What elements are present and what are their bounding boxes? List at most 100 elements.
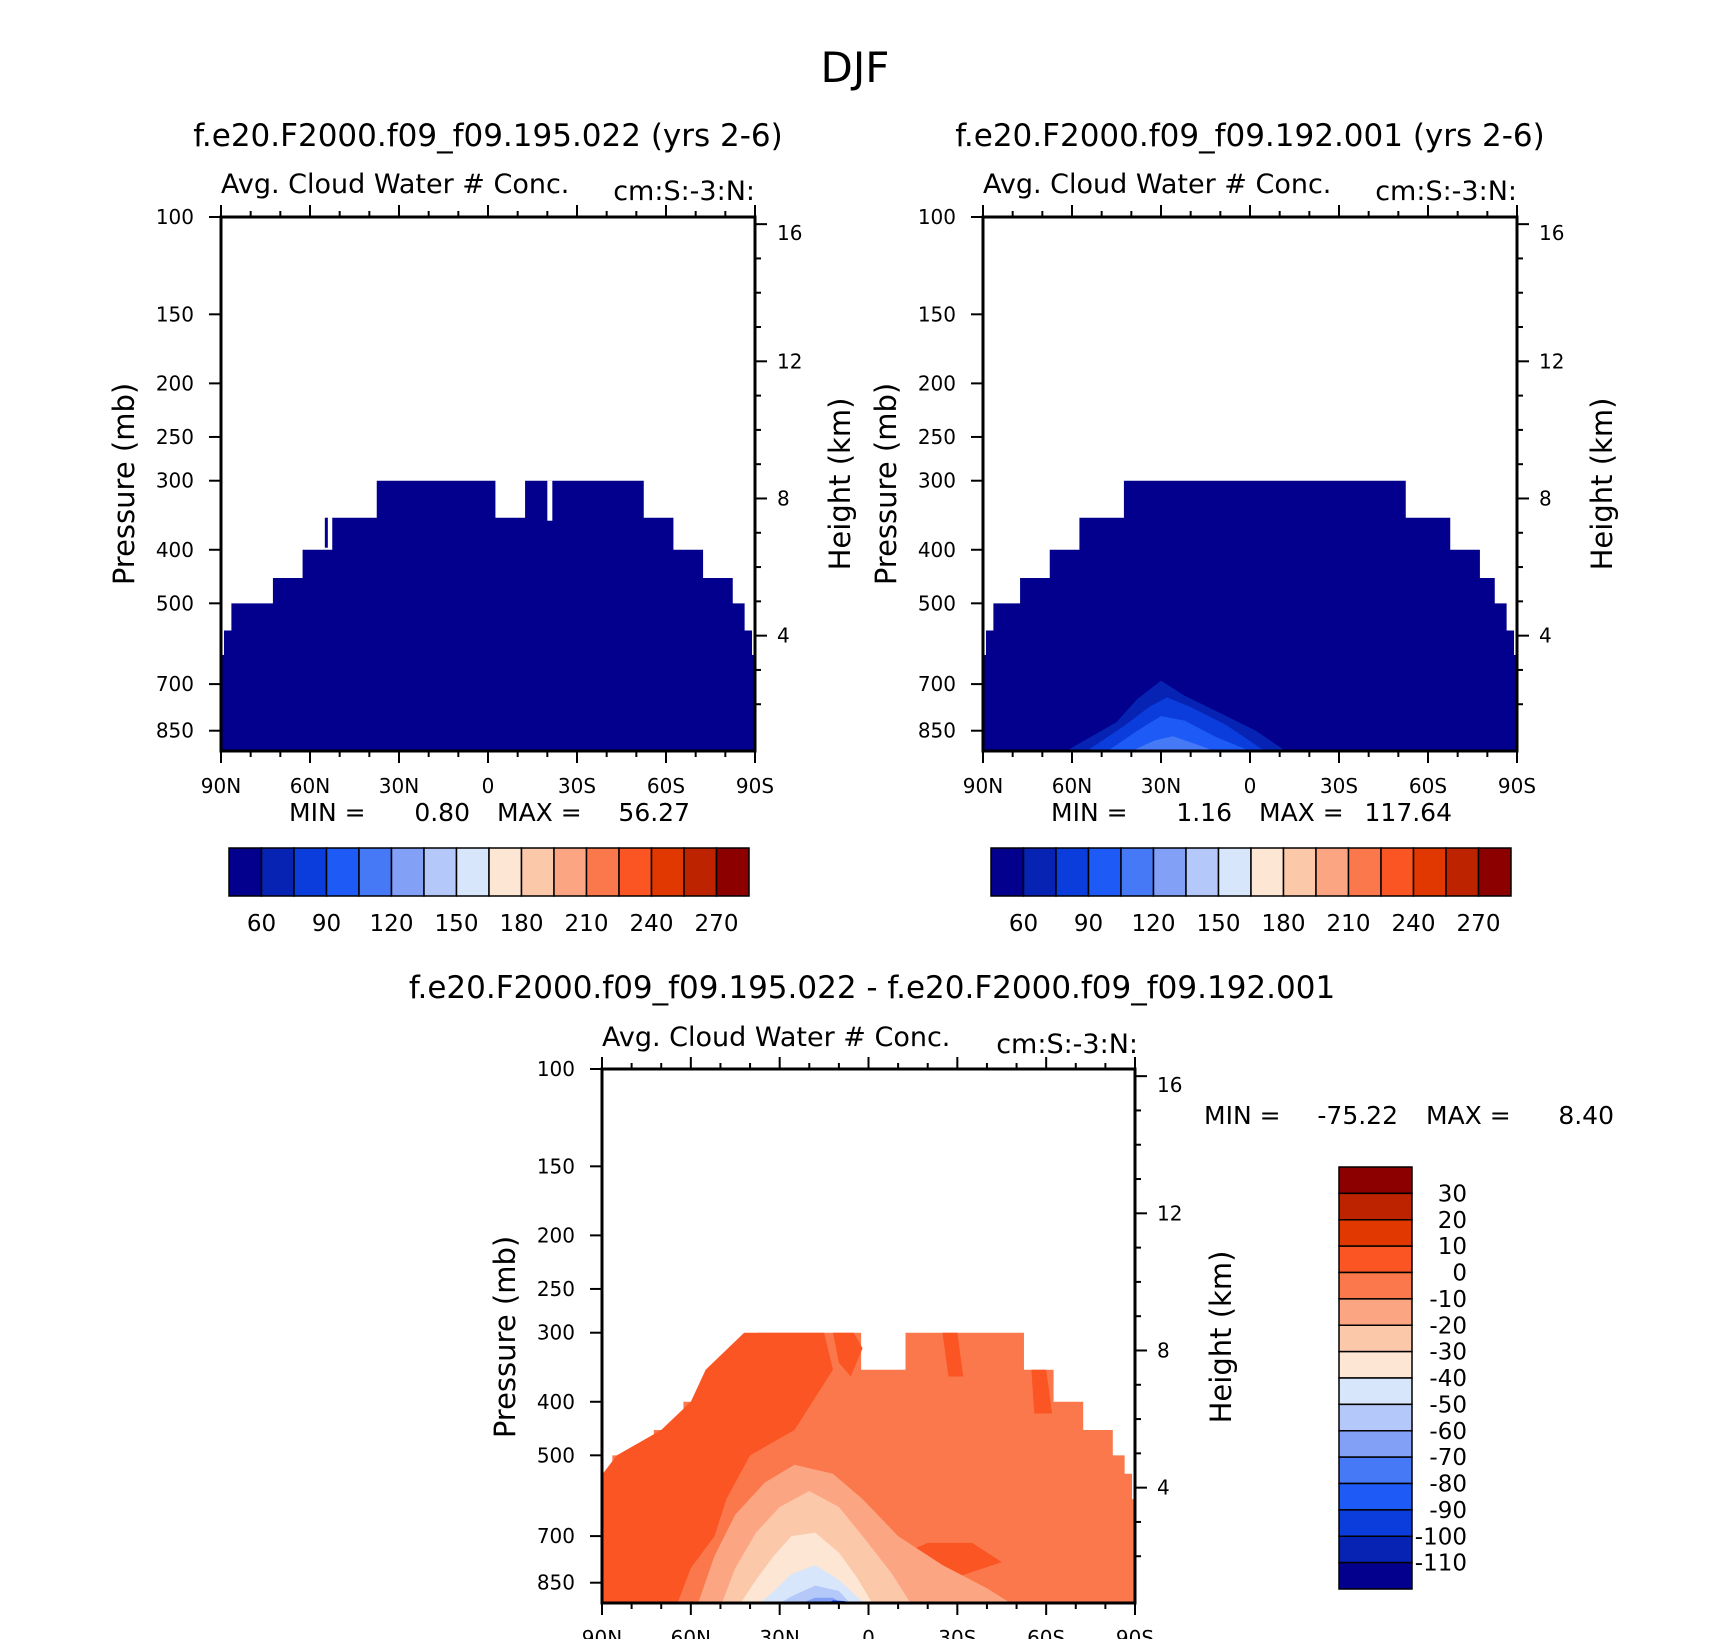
colorbar-box [1120, 847, 1155, 897]
panel-3-axes: 90N 60N 30N 0 30S 60S 90S 100 150 200 250 300 400 500… [537, 1057, 1182, 1639]
contour-band-streak-2 [942, 1332, 964, 1377]
colorbar-label: 270 [1457, 911, 1501, 937]
x-tick-label: 60N [671, 1626, 711, 1639]
y2-tick-label: 8 [1539, 486, 1552, 510]
y-tick-label: 850 [156, 719, 194, 743]
colorbar-box [1338, 1430, 1413, 1458]
y-tick-label: 400 [537, 1390, 575, 1414]
panel-1-case-title: f.e20.F2000.f09_f09.195.022 (yrs 2-6) [193, 118, 783, 154]
colorbar-box [455, 847, 490, 897]
contour-band-nh [602, 1332, 833, 1603]
x-tick-label: 0 [862, 1626, 875, 1639]
colorbar-label: -100 [1415, 1524, 1467, 1550]
x-tick-label: 60N [290, 774, 330, 798]
panel-1-max-label: MAX = [497, 798, 582, 827]
colorbar-label: -10 [1429, 1287, 1467, 1313]
x-tick-label: 30N [759, 1626, 799, 1639]
y-tick-label: 700 [156, 672, 194, 696]
x-tick-label: 30N [1141, 774, 1181, 798]
cloud-region [983, 480, 1517, 751]
x-tick-label: 90N [201, 774, 241, 798]
colorbar-box [520, 847, 555, 897]
y-tick-label: 400 [918, 538, 956, 562]
colorbar-box [715, 847, 750, 897]
y-tick-label: 850 [537, 1571, 575, 1595]
panel-1-var-title: Avg. Cloud Water # Conc. [221, 169, 569, 200]
colorbar-box [260, 847, 295, 897]
colorbar-box [390, 847, 425, 897]
contour-band-streak-1 [832, 1332, 863, 1377]
panel-1-field [221, 480, 755, 751]
colorbar-box [1087, 847, 1122, 897]
colorbar-box [1338, 1561, 1413, 1590]
colorbar-box [1338, 1456, 1413, 1485]
panel-3-ylabel: Pressure (mb) [488, 1236, 522, 1438]
panel-1-min-value: 0.80 [414, 798, 470, 827]
contour-band-3 [1107, 716, 1250, 751]
colorbar-box [1217, 847, 1252, 897]
x-tick-label: 30S [558, 774, 596, 798]
x-tick-label: 0 [482, 774, 495, 798]
y-tick-label: 200 [918, 371, 956, 395]
x-tick-label: 0 [1244, 774, 1257, 798]
contour-band-4 [1131, 736, 1215, 751]
y-tick-label: 700 [537, 1524, 575, 1548]
colorbar-label: 30 [1438, 1181, 1467, 1207]
x-tick-label: 90N [582, 1626, 622, 1639]
x-tick-label: 30S [938, 1626, 976, 1639]
colorbar-label: -40 [1429, 1366, 1467, 1392]
colorbar-box [293, 847, 328, 897]
x-tick-label: 60N [1052, 774, 1092, 798]
colorbar-label: -80 [1429, 1472, 1467, 1498]
colorbar-box [1022, 847, 1057, 897]
panel-1-y2label: Height (km) [823, 398, 857, 571]
y-tick-label: 300 [156, 469, 194, 493]
colorbar-box [1338, 1482, 1413, 1511]
panel-3-var-title: Avg. Cloud Water # Conc. [602, 1022, 950, 1053]
page-title: DJF [821, 43, 890, 92]
colorbar-label: 180 [1262, 911, 1306, 937]
colorbar-label: -110 [1415, 1551, 1467, 1577]
colorbar-box [1282, 847, 1317, 897]
panel-2-y2label: Height (km) [1585, 398, 1619, 571]
y-tick-label: 100 [156, 205, 194, 229]
colorbar-box [1338, 1350, 1413, 1379]
panel-2-max-value: 117.64 [1365, 798, 1452, 827]
colorbar-box [1338, 1403, 1413, 1432]
y2-tick-label: 8 [1157, 1338, 1170, 1362]
y-tick-label: 500 [156, 591, 194, 615]
y-tick-label: 850 [918, 719, 956, 743]
panel-2-max-label: MAX = [1259, 798, 1344, 827]
y-tick-label: 300 [537, 1321, 575, 1345]
panel-3-min-label: MIN = [1204, 1101, 1281, 1130]
panel-2-minmax: MIN = 1.16 MAX = 117.64 [1051, 798, 1452, 827]
x-tick-label: 60S [1027, 1626, 1065, 1639]
colorbar-box [488, 847, 523, 897]
panel-3-max-value: 8.40 [1558, 1101, 1614, 1130]
y-tick-label: 400 [156, 538, 194, 562]
y-tick-label: 150 [537, 1154, 575, 1178]
panel-1-axes: 90N 60N 30N 0 30S 60S 90S 100 150 200 250 300 400 500… [156, 205, 802, 798]
y2-tick-label: 4 [1539, 624, 1552, 648]
colorbar-label: 240 [1392, 911, 1436, 937]
y-tick-label: 250 [537, 1277, 575, 1301]
x-tick-label: 30N [379, 774, 419, 798]
colorbar-box [1338, 1535, 1413, 1564]
panel-3-y2label: Height (km) [1204, 1251, 1238, 1424]
cloud-gap [1407, 480, 1412, 517]
x-tick-label: 90N [963, 774, 1003, 798]
colorbar-label: 20 [1438, 1208, 1467, 1234]
colorbar-box [1380, 847, 1415, 897]
y-tick-label: 100 [918, 205, 956, 229]
colorbar-label: 60 [1009, 911, 1038, 937]
panel-1-minmax: MIN = 0.80 MAX = 56.27 [289, 798, 690, 827]
colorbar-box [990, 847, 1025, 897]
colorbar-box [1152, 847, 1187, 897]
x-tick-label: 90S [1498, 774, 1536, 798]
colorbar-label: 120 [1132, 911, 1176, 937]
y2-tick-label: 12 [1539, 349, 1564, 373]
y2-tick-label: 16 [1539, 221, 1564, 245]
colorbar-label: 10 [1438, 1234, 1467, 1260]
y-tick-label: 200 [156, 371, 194, 395]
